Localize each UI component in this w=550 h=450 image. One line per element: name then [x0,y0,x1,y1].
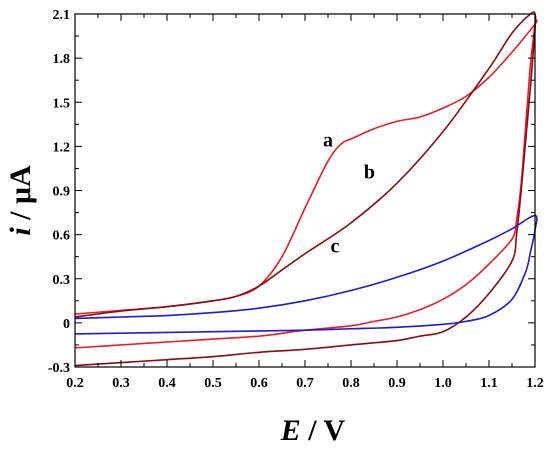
y-axis-unit: / μA [4,165,37,227]
x-tick-label: 0.3 [112,376,130,391]
x-axis-variable: E [280,414,301,447]
y-tick-label: 0.3 [53,273,71,288]
x-tick-label: 1.0 [434,376,452,391]
curve-a [74,19,538,349]
y-tick-label: 1.5 [53,96,71,111]
y-tick-label: 2.1 [53,8,71,23]
curve-c [74,214,538,335]
x-tick-label: 0.8 [342,376,360,391]
x-tick-label: 0.5 [204,376,222,391]
curve-b [74,11,537,367]
y-tick-label: 0.9 [53,185,71,200]
curve-label-b: b [364,162,375,184]
y-tick-label: 1.8 [53,52,71,67]
x-tick-label: 0.7 [296,376,314,391]
curve-labels: a b c [323,129,375,257]
x-tick-label: 0.9 [388,376,406,391]
y-tick-label: 0.6 [53,229,71,244]
y-axis-ticks: -0.3 0 0.3 0.6 0.9 1.2 1.5 1.8 2.1 [48,8,535,376]
x-axis-unit: / V [301,414,346,447]
x-tick-label: 0.6 [250,376,268,391]
x-tick-label: 1.2 [526,376,544,391]
y-axis-variable: i [4,227,37,236]
x-axis-title: E / V [280,414,346,447]
x-tick-label: 0.4 [158,376,176,391]
y-axis-title: i / μA [4,165,37,236]
curve-label-a: a [323,129,333,151]
x-tick-label: 0.2 [66,376,84,391]
y-tick-label: -0.3 [48,361,70,376]
plot-frame [74,13,536,368]
curves-layer [74,11,538,367]
curve-label-c: c [330,235,339,257]
y-tick-label: 0 [63,317,70,332]
x-tick-label: 1.1 [480,376,498,391]
x-axis-ticks: 0.2 0.3 0.4 0.5 0.6 0.7 0.8 0.9 1.0 1.1 1.2 [66,14,544,391]
y-tick-label: 1.2 [53,140,71,155]
